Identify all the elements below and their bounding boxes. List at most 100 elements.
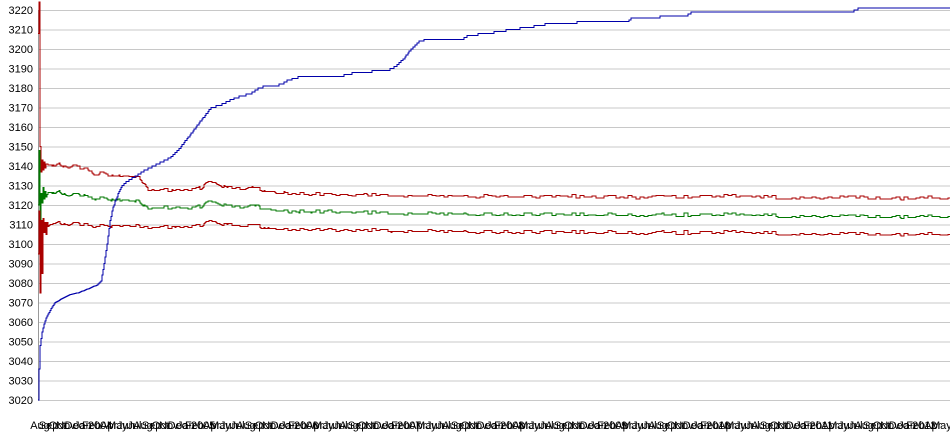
x-tick-label: May	[210, 420, 231, 432]
x-tick-label: Jun	[220, 420, 238, 432]
x-tick-label: Aug	[442, 420, 462, 432]
y-tick-label: 3110	[9, 220, 33, 232]
x-tick-label: Apr	[821, 420, 838, 432]
x-tick-label: Apr	[718, 420, 735, 432]
x-tick-label: 2010	[706, 420, 730, 432]
x-tick-label: May	[313, 420, 334, 432]
x-tick-label: Feb	[700, 420, 719, 432]
x-tick-label: May	[725, 420, 746, 432]
x-tick-label: Nov	[468, 420, 488, 432]
y-axis-labels: 3220 3210 3200 3190 3180 3170 3160 3150 3140 3130…	[9, 5, 33, 407]
x-tick-label: Aug	[751, 420, 771, 432]
x-tick-label: Jan	[280, 420, 298, 432]
y-tick-label: 3190	[9, 64, 33, 76]
x-tick-label: Jul	[746, 420, 760, 432]
x-tick-label: Oct	[255, 420, 272, 432]
x-tick-label: Jul	[539, 420, 553, 432]
x-tick-label: Oct	[770, 420, 787, 432]
x-tick-label: Oct	[461, 420, 478, 432]
x-tick-label: Apr	[203, 420, 220, 432]
x-tick-label: Dec	[65, 420, 85, 432]
x-tick-label: Dec	[374, 420, 394, 432]
x-tick-label: Dec	[889, 420, 909, 432]
x-tick-label: Nov	[777, 420, 797, 432]
x-tick-label: Jun	[426, 420, 444, 432]
x-tick-label: Dec	[786, 420, 806, 432]
x-tick-label: Nov	[880, 420, 900, 432]
x-tick-label: Jun	[529, 420, 547, 432]
x-tick-label: 2009	[603, 420, 627, 432]
x-tick-label: Sep	[554, 420, 574, 432]
x-tick-label: Jul	[230, 420, 244, 432]
x-tick-label: May	[107, 420, 128, 432]
x-tick-label: Feb	[82, 420, 101, 432]
x-tick-label: Oct	[49, 420, 66, 432]
x-axis-labels: AugSepOctNovDecJanFeb2004AprMayJunJulAug…	[30, 420, 950, 432]
x-tick-label: Sep	[39, 420, 59, 432]
x-tick-label: Apr	[512, 420, 529, 432]
x-tick-label: Jul	[333, 420, 347, 432]
y-tick-label: 3090	[9, 259, 33, 271]
y-tick-label: 3220	[9, 5, 33, 17]
x-tick-label: 2006	[294, 420, 318, 432]
x-tick-label: Aug	[545, 420, 565, 432]
x-tick-label: Jan	[486, 420, 504, 432]
x-tick-label: May	[416, 420, 437, 432]
x-tick-label: 2008	[500, 420, 524, 432]
y-tick-label: 3070	[9, 298, 33, 310]
x-tick-label: Aug	[648, 420, 668, 432]
y-tick-label: 3030	[9, 376, 33, 388]
y-tick-label: 3080	[9, 278, 33, 290]
x-tick-label: Jan	[74, 420, 92, 432]
series-cumulative	[38, 7, 950, 401]
series-upper-band	[38, 1, 950, 201]
x-tick-label: Jan	[177, 420, 195, 432]
x-tick-label: 2011	[809, 420, 833, 432]
x-tick-label: Dec	[271, 420, 291, 432]
y-tick-label: 3160	[9, 122, 33, 134]
x-tick-label: Dec	[168, 420, 188, 432]
gridlines	[38, 10, 950, 401]
x-tick-label: Apr	[615, 420, 632, 432]
y-tick-label: 3140	[9, 161, 33, 173]
x-tick-label: Apr	[409, 420, 426, 432]
x-tick-label: May	[622, 420, 643, 432]
x-tick-label: Jun	[117, 420, 135, 432]
y-tick-label: 3100	[9, 239, 33, 251]
x-tick-label: 2005	[191, 420, 215, 432]
x-tick-label: Jun	[323, 420, 341, 432]
series-mean	[38, 149, 950, 270]
x-tick-label: Jan	[383, 420, 401, 432]
x-tick-label: Nov	[365, 420, 385, 432]
x-tick-label: Nov	[262, 420, 282, 432]
x-tick-label: Jul	[127, 420, 141, 432]
x-tick-label: Jun	[632, 420, 650, 432]
x-tick-label: Aug	[339, 420, 359, 432]
x-tick-label: Nov	[56, 420, 76, 432]
y-tick-label: 3060	[9, 317, 33, 329]
x-tick-label: Aug	[133, 420, 153, 432]
x-tick-label: Sep	[657, 420, 677, 432]
y-tick-label: 3120	[9, 200, 33, 212]
x-tick-label: Sep	[348, 420, 368, 432]
x-tick-label: Jul	[849, 420, 863, 432]
x-tick-label: May	[519, 420, 540, 432]
x-tick-label: Sep	[245, 420, 265, 432]
x-tick-label: Oct	[564, 420, 581, 432]
x-tick-label: Feb	[906, 420, 925, 432]
x-tick-label: Aug	[854, 420, 874, 432]
x-tick-label: Sep	[760, 420, 780, 432]
x-tick-label: Oct	[873, 420, 890, 432]
x-tick-label: Feb	[803, 420, 822, 432]
x-tick-label: Feb	[288, 420, 307, 432]
x-tick-label: Jan	[589, 420, 607, 432]
x-tick-label: Feb	[597, 420, 616, 432]
x-tick-label: Sep	[863, 420, 883, 432]
x-tick-label: May	[828, 420, 849, 432]
x-tick-label: Oct	[358, 420, 375, 432]
x-tick-label: Jul	[642, 420, 656, 432]
data-series	[38, 1, 950, 401]
y-tick-label: 3040	[9, 356, 33, 368]
